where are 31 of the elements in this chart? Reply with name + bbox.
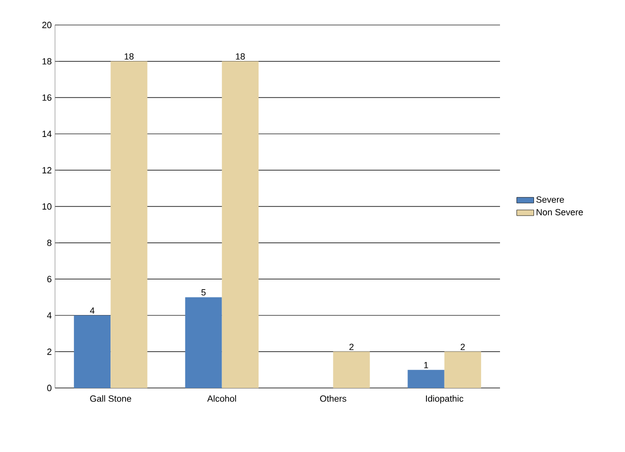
data-label: 2 [349, 344, 354, 350]
data-label: 4 [90, 308, 95, 314]
y-tick-label: 0 [47, 384, 52, 392]
y-tick-label: 12 [42, 167, 52, 174]
data-label: 1 [424, 362, 428, 368]
y-tick-label: 2 [47, 348, 52, 355]
x-tick-label: Gall Stone [90, 395, 132, 402]
bar [185, 297, 222, 388]
data-label: 18 [236, 53, 245, 60]
y-tick-label: 4 [47, 312, 52, 318]
y-tick-label: 16 [42, 94, 52, 101]
bar [444, 352, 482, 388]
x-tick-label: Others [320, 395, 346, 402]
y-tick-label: 6 [47, 276, 52, 282]
y-tick-label: 14 [42, 130, 52, 137]
bar [110, 61, 148, 388]
data-label: 5 [201, 289, 206, 296]
x-tick-label: Idiopathic [426, 395, 464, 404]
data-label: 18 [124, 53, 134, 60]
data-label: 2 [460, 344, 465, 350]
y-tick-label: 10 [42, 203, 52, 210]
bar [74, 315, 111, 388]
legend-label: Severe [536, 196, 564, 203]
y-tick-label: 8 [47, 240, 52, 246]
y-tick-label: 20 [42, 22, 52, 28]
bar [222, 61, 259, 388]
y-tick-label: 18 [42, 58, 52, 64]
x-tick-label: Alcohol [207, 395, 236, 402]
bar [333, 352, 370, 388]
legend-label: Non Severe [536, 208, 583, 216]
bar [408, 370, 444, 388]
